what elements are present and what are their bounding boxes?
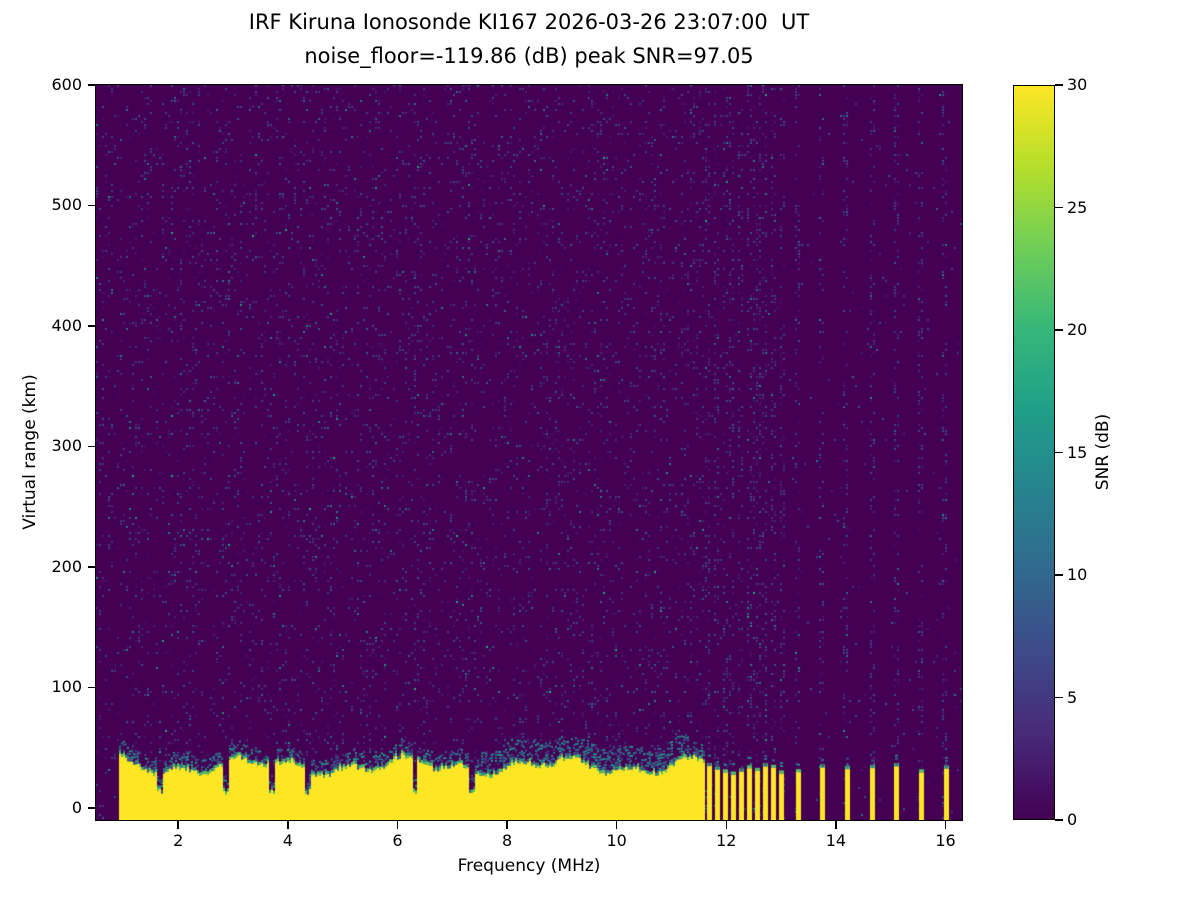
x-tick-mark — [177, 821, 179, 829]
heatmap-canvas — [95, 84, 963, 821]
colorbar-tick-label: 20 — [1067, 320, 1088, 339]
colorbar-tick-mark — [1055, 696, 1063, 699]
x-tick-mark — [944, 821, 947, 829]
y-tick-label: 400 — [51, 315, 82, 335]
colorbar-tick-label: 0 — [1067, 810, 1078, 829]
colorbar-tick-mark — [1055, 329, 1063, 331]
x-tick-label: 12 — [716, 831, 737, 850]
chart-subtitle: noise_floor=-119.86 (dB) peak SNR=97.05 — [304, 44, 754, 68]
x-tick-mark — [615, 821, 618, 829]
colorbar-tick-label: 30 — [1067, 75, 1088, 94]
x-tick-mark — [835, 821, 837, 829]
x-tick-mark — [506, 821, 508, 829]
colorbar-tick-mark — [1055, 451, 1063, 454]
x-tick-mark — [725, 821, 728, 829]
y-tick-label: 200 — [51, 556, 82, 576]
y-tick-label: 300 — [51, 436, 82, 456]
y-tick-mark — [88, 445, 96, 448]
colorbar-tick-label: 10 — [1067, 565, 1088, 584]
x-tick-label: 4 — [282, 831, 293, 850]
y-tick-mark — [88, 686, 96, 689]
chart-title: IRF Kiruna Ionosonde KI167 2026-03-26 23… — [248, 10, 810, 34]
colorbar-tick-label: 15 — [1067, 442, 1088, 462]
y-tick-label: 600 — [51, 75, 82, 94]
colorbar-gradient — [1013, 85, 1055, 820]
x-tick-label: 14 — [825, 831, 847, 850]
colorbar-tick-label: 5 — [1067, 687, 1078, 707]
x-tick-mark — [396, 821, 399, 829]
x-tick-label: 6 — [392, 831, 403, 850]
x-tick-label: 2 — [173, 831, 184, 850]
y-tick-mark — [88, 807, 96, 809]
colorbar-tick-mark — [1055, 84, 1063, 86]
y-tick-mark — [88, 204, 96, 207]
y-tick-mark — [88, 325, 96, 327]
colorbar-tick-mark — [1055, 819, 1063, 821]
colorbar-tick-mark — [1055, 206, 1063, 209]
colorbar-tick-mark — [1055, 574, 1063, 576]
x-axis-label: Frequency (MHz) — [457, 856, 601, 876]
colorbar-tick-label: 25 — [1067, 197, 1088, 217]
colorbar-label: SNR (dB) — [1093, 413, 1113, 491]
x-tick-mark — [287, 821, 289, 829]
y-tick-label: 0 — [71, 797, 82, 817]
y-tick-label: 500 — [51, 195, 82, 215]
x-tick-label: 8 — [501, 831, 513, 850]
y-tick-label: 100 — [51, 677, 82, 697]
y-tick-mark — [88, 566, 96, 568]
x-tick-label: 10 — [606, 831, 627, 850]
x-tick-label: 16 — [935, 831, 956, 850]
y-tick-mark — [88, 84, 96, 86]
